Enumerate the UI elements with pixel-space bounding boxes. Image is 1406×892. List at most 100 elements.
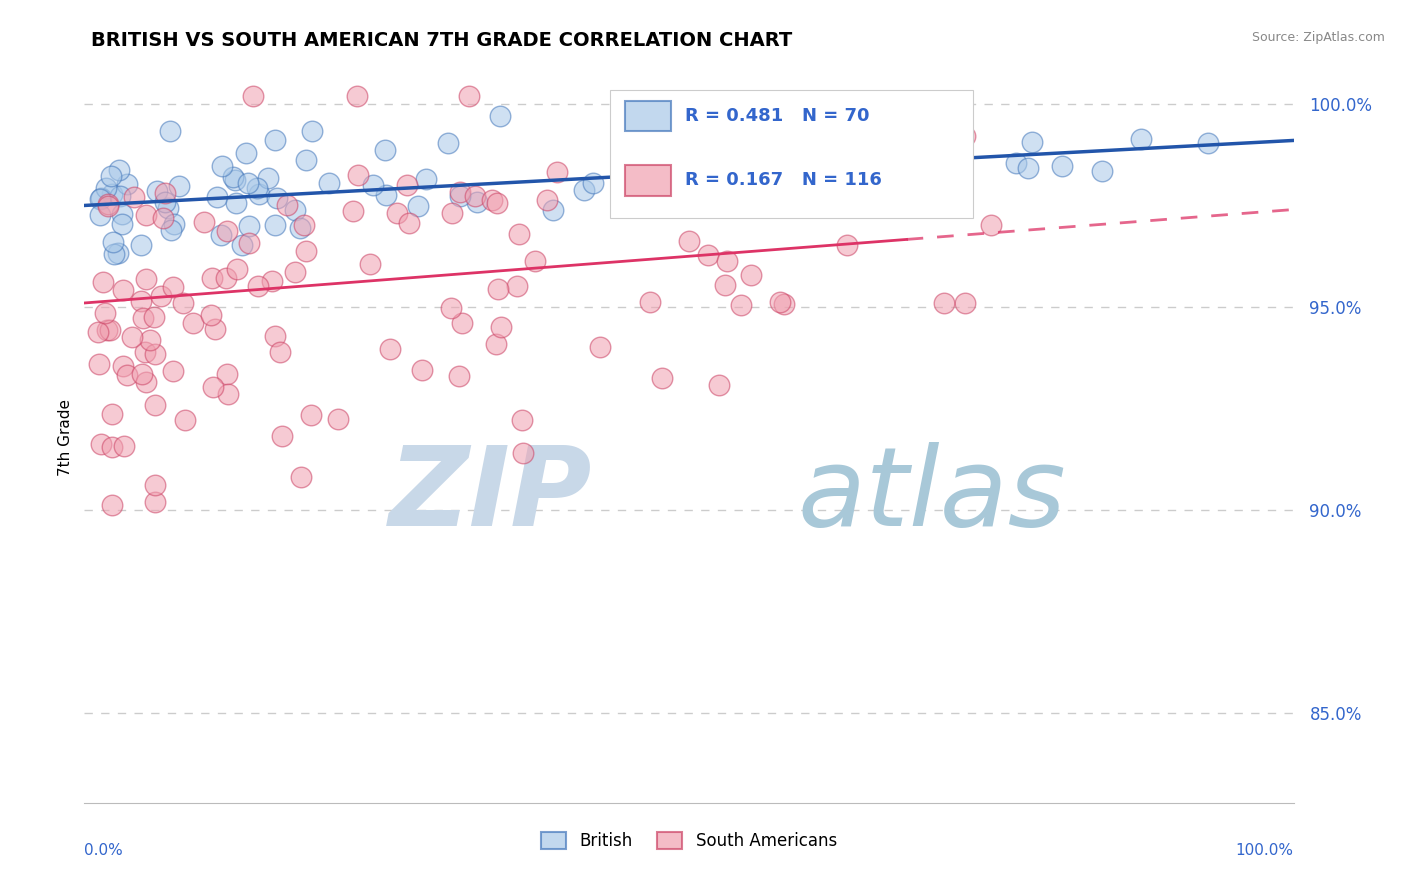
Point <box>111 217 134 231</box>
Point <box>284 265 307 279</box>
Y-axis label: 7th Grade: 7th Grade <box>58 399 73 475</box>
Point <box>122 190 145 204</box>
Point <box>808 122 831 136</box>
Point <box>489 319 512 334</box>
Point <box>100 187 122 202</box>
Point <box>97 197 120 211</box>
Point <box>247 186 270 201</box>
Point <box>1050 160 1073 174</box>
Point <box>167 179 190 194</box>
Point <box>108 189 131 203</box>
Point <box>143 398 166 412</box>
Point <box>121 330 143 344</box>
Point <box>768 130 790 145</box>
Point <box>135 375 157 389</box>
Point <box>103 247 125 261</box>
Point <box>681 140 703 154</box>
Point <box>451 316 474 330</box>
Point <box>266 191 288 205</box>
Point <box>832 143 855 157</box>
Point <box>94 180 117 194</box>
Text: Source: ZipAtlas.com: Source: ZipAtlas.com <box>1251 31 1385 45</box>
Point <box>488 282 510 296</box>
Point <box>100 408 122 422</box>
Point <box>1197 136 1219 150</box>
Point <box>215 271 238 285</box>
Point <box>449 368 471 383</box>
Point <box>955 128 977 143</box>
Point <box>257 171 280 186</box>
Point <box>588 341 610 355</box>
Point <box>200 308 222 322</box>
Text: 0.0%: 0.0% <box>84 843 124 858</box>
Point <box>143 495 166 509</box>
Point <box>299 409 322 423</box>
Point <box>485 337 508 351</box>
Point <box>506 279 529 293</box>
Point <box>201 380 224 394</box>
Point <box>627 174 650 188</box>
Point <box>89 192 111 206</box>
Point <box>292 218 315 232</box>
Point <box>162 364 184 378</box>
Point <box>115 177 138 191</box>
Point <box>111 207 134 221</box>
Point <box>263 328 285 343</box>
Point <box>678 153 700 167</box>
Bar <box>624 165 671 195</box>
Point <box>1129 132 1152 146</box>
Point <box>1017 161 1039 175</box>
Point <box>238 236 260 251</box>
Point <box>146 185 169 199</box>
Point <box>346 168 368 182</box>
Point <box>91 275 114 289</box>
Text: atlas: atlas <box>797 442 1066 549</box>
Point <box>697 248 720 262</box>
Point <box>378 342 401 356</box>
Point <box>108 163 131 178</box>
Point <box>326 411 349 425</box>
Point <box>172 295 194 310</box>
Point <box>375 187 398 202</box>
Point <box>269 345 291 359</box>
Point <box>89 357 111 371</box>
Point <box>89 208 111 222</box>
Point <box>651 371 673 385</box>
Point <box>359 257 381 271</box>
Point <box>481 193 503 207</box>
Point <box>512 445 534 459</box>
Point <box>211 159 233 173</box>
Point <box>205 190 228 204</box>
Point <box>395 178 418 192</box>
Point <box>226 261 249 276</box>
Point <box>217 387 239 401</box>
Point <box>1021 135 1043 149</box>
Point <box>638 171 661 186</box>
Point <box>260 274 283 288</box>
Point <box>153 186 176 200</box>
Point <box>222 169 245 184</box>
Point <box>730 297 752 311</box>
Point <box>449 185 471 199</box>
Point <box>776 134 799 148</box>
Point <box>769 294 792 309</box>
Point <box>157 201 180 215</box>
Point <box>294 153 316 168</box>
Point <box>132 311 155 326</box>
Point <box>246 278 269 293</box>
Point <box>112 439 135 453</box>
Point <box>572 183 595 197</box>
Point <box>103 235 125 249</box>
Point <box>866 123 889 137</box>
Point <box>111 359 134 373</box>
Point <box>1091 164 1114 178</box>
Point <box>776 196 799 211</box>
Point <box>143 477 166 491</box>
Point <box>290 221 312 235</box>
Point <box>135 208 157 222</box>
Point <box>97 199 120 213</box>
Point <box>440 301 463 315</box>
Bar <box>624 101 671 131</box>
Point <box>235 145 257 160</box>
Point <box>209 227 232 242</box>
